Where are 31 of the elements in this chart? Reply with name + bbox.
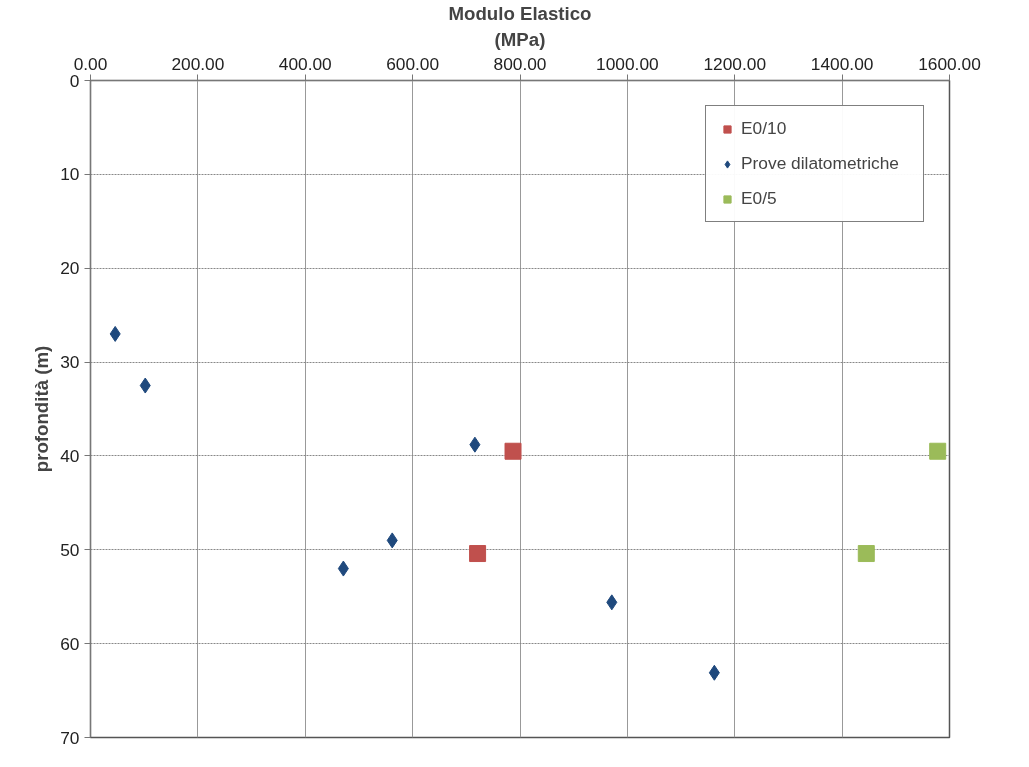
x-tick-label: 200.00 [171, 53, 225, 74]
point [606, 594, 618, 611]
y-tick-label: 10 [60, 164, 80, 185]
y-tick-label: 30 [60, 352, 80, 373]
legend-label: E0/5 [741, 188, 778, 209]
point [469, 436, 481, 453]
x-tick-label: 1400.00 [810, 53, 874, 74]
x-tick-label: 400.00 [278, 53, 332, 74]
x-tick-label: 800.00 [493, 53, 547, 74]
x-tick-label: 1200.00 [703, 53, 767, 74]
y-axis-title: profondità (m) [31, 345, 53, 473]
point [929, 442, 947, 460]
point [857, 545, 875, 563]
x-tick-label: 1600.00 [918, 53, 981, 74]
point [386, 532, 398, 549]
point [139, 377, 151, 394]
y-tick-label: 60 [60, 633, 80, 654]
point [109, 325, 121, 342]
x-tick-label: 600.00 [386, 53, 440, 74]
point [504, 442, 522, 460]
y-tick-label: 20 [60, 258, 80, 279]
y-tick-label: 40 [60, 445, 80, 466]
legend-label: E0/10 [741, 118, 788, 139]
y-tick-label: 70 [60, 727, 80, 748]
y-tick-label: 50 [60, 539, 80, 560]
x-axis-title: Modulo Elastico (MPa) [448, 3, 592, 50]
point [469, 545, 487, 563]
point [337, 560, 349, 577]
point [708, 664, 720, 681]
legend-label: Prove dilatometriche [741, 153, 900, 174]
x-tick-label: 1000.00 [596, 53, 659, 74]
